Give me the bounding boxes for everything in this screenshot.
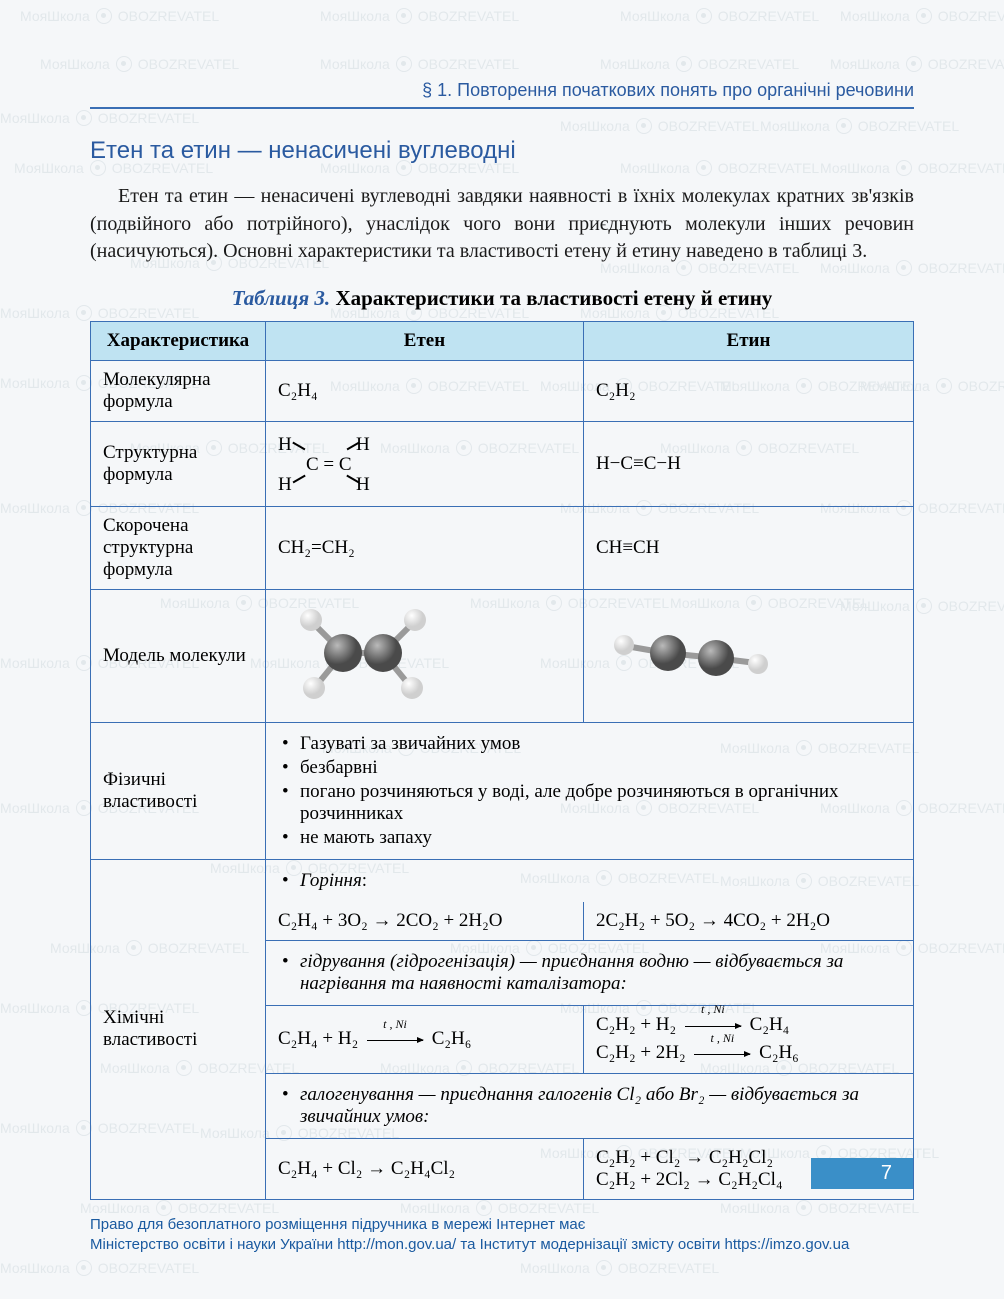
cell-combustion-label: Горіння: — [266, 859, 914, 902]
th-ethyne: Етин — [583, 321, 913, 360]
cell-ethene-short: CH₂=CH₂ — [266, 506, 584, 589]
table-label: Таблиця 3. — [232, 286, 330, 310]
ethyne-3d-model-icon — [596, 618, 786, 688]
row-physical-props: Фізичні властивості Газуваті за звичайни… — [91, 722, 914, 859]
list-item: не мають запаху — [282, 827, 901, 849]
section-title: Етен та етин — ненасичені вуглеводні — [90, 137, 914, 165]
page-content: § 1. Повторення початкових понять про ор… — [0, 0, 1004, 1240]
cell-ethene-model — [266, 589, 584, 722]
th-characteristic: Характерис­тика — [91, 321, 266, 360]
ethene-structure-diagram: H H C = C H H — [278, 434, 408, 494]
cell-label: Модель молекули — [91, 589, 266, 722]
table-title: Характеристики та властивості етену й ет… — [335, 286, 772, 310]
cell-hydro-label: гідрування (гідрогенізація) — приєднання… — [266, 940, 914, 1005]
cell-ethene-combustion: C₂H₄ + 3O₂ → 2CO₂ + 2H₂O — [266, 902, 584, 941]
row-chem-combustion: Хімічні властивості Горіння: — [91, 859, 914, 902]
cell-label: Фізичні властивості — [91, 722, 266, 859]
cell-ethyne-combustion: 2C₂H₂ + 5O₂ → 4CO₂ + 2H₂O — [583, 902, 913, 941]
row-molecular-formula: Молекулярна формула C₂H₄ C₂H₂ — [91, 360, 914, 421]
cell-label: Хімічні властивості — [91, 859, 266, 1199]
list-item: Газуваті за звичайних умов — [282, 733, 901, 755]
cell-ethene-hydro: C₂H₄ + H₂ t , Ni C₂H₆ — [266, 1005, 584, 1073]
cell-label: Структурна формула — [91, 421, 266, 506]
th-ethene: Етен — [266, 321, 584, 360]
cell-ethene-halo: C₂H₄ + Cl₂ → C₂H₄Cl₂ — [266, 1139, 584, 1200]
cell-physical-props: Газуваті за звичайних умов безбарвні пог… — [266, 722, 914, 859]
cell-ethyne-short: CH≡CH — [583, 506, 913, 589]
chapter-header: § 1. Повторення початкових понять про ор… — [90, 80, 914, 109]
cell-ethyne-halo: C₂H₂ + Cl₂ → C₂H₂Cl₂ C₂H₂ + 2Cl₂ → C₂H₂C… — [583, 1139, 913, 1200]
intro-paragraph: Етен та етин — ненасичені вуглеводні зав… — [90, 183, 914, 266]
cell-ethene-mol: C₂H₄ — [266, 360, 584, 421]
cell-ethyne-model — [583, 589, 913, 722]
row-structural-formula: Структурна формула H H C = C H H H−C≡C−H — [91, 421, 914, 506]
cell-halo-label: галогенування — приєднання галогенів Cl₂… — [266, 1074, 914, 1139]
list-item: погано розчиняються у воді, але добре ро… — [282, 781, 901, 825]
row-short-structural: Скорочена структурна формула CH₂=CH₂ CH≡… — [91, 506, 914, 589]
hydrogenation-title: гідрування (гідрогенізація) — приєднання… — [300, 951, 843, 994]
list-item: безбарвні — [282, 757, 901, 779]
properties-table: Характерис­тика Етен Етин Молекулярна фо… — [90, 321, 914, 1200]
cell-ethyne-mol: C₂H₂ — [583, 360, 913, 421]
halogenation-title: галогенування — приєднання галогенів Cl₂… — [300, 1084, 859, 1127]
cell-label: Скорочена структурна формула — [91, 506, 266, 589]
combustion-title: Горіння — [300, 870, 362, 891]
ethene-3d-model-icon — [278, 598, 448, 708]
cell-label: Молекулярна формула — [91, 360, 266, 421]
cell-ethene-struct: H H C = C H H — [266, 421, 584, 506]
cell-ethyne-hydro: C₂H₂ + H₂ t , Ni C₂H₄ C₂H₂ + 2H₂ t , Ni … — [583, 1005, 913, 1073]
cell-ethyne-struct: H−C≡C−H — [583, 421, 913, 506]
row-molecule-model: Модель молекули — [91, 589, 914, 722]
physical-props-list: Газуваті за звичайних умов безбарвні пог… — [278, 733, 901, 849]
table-caption: Таблиця 3. Характеристики та властивості… — [90, 286, 914, 311]
table-header-row: Характерис­тика Етен Етин — [91, 321, 914, 360]
